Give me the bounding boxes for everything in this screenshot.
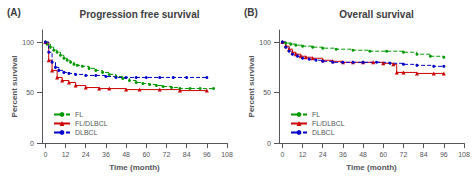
svg-text:100: 100 [259,39,271,46]
svg-text:0: 0 [43,151,47,158]
svg-text:36: 36 [102,151,110,158]
svg-text:FL/DLBCL: FL/DLBCL [312,120,345,127]
svg-text:FL/DLBCL: FL/DLBCL [75,120,108,127]
svg-text:Time (month): Time (month) [109,163,160,172]
svg-text:48: 48 [122,151,130,158]
svg-text:50: 50 [263,89,271,96]
svg-text:Percent survival: Percent survival [247,56,256,118]
svg-text:0: 0 [30,140,34,147]
svg-text:FL: FL [312,111,320,118]
svg-text:48: 48 [359,151,367,158]
svg-text:72: 72 [163,151,171,158]
svg-text:DLBCL: DLBCL [75,129,98,136]
svg-text:Progression free survival: Progression free survival [79,9,199,20]
svg-text:100: 100 [22,39,34,46]
svg-text:24: 24 [319,151,327,158]
svg-text:(B): (B) [244,7,258,18]
svg-text:108: 108 [221,151,233,158]
svg-text:Overall survival: Overall survival [339,9,414,20]
svg-text:24: 24 [82,151,90,158]
svg-text:96: 96 [440,151,448,158]
svg-text:12: 12 [62,151,70,158]
svg-text:36: 36 [339,151,347,158]
svg-text:84: 84 [420,151,428,158]
svg-text:108: 108 [458,151,470,158]
svg-text:Percent survival: Percent survival [10,56,19,118]
svg-text:0: 0 [280,151,284,158]
svg-text:Time (month): Time (month) [346,163,397,172]
svg-text:84: 84 [183,151,191,158]
svg-text:60: 60 [379,151,387,158]
svg-text:FL: FL [75,111,83,118]
svg-text:50: 50 [26,89,34,96]
svg-text:12: 12 [299,151,307,158]
svg-text:60: 60 [142,151,150,158]
svg-text:96: 96 [203,151,211,158]
svg-text:72: 72 [400,151,408,158]
svg-text:DLBCL: DLBCL [312,129,335,136]
svg-text:(A): (A) [7,7,21,18]
svg-text:0: 0 [267,140,271,147]
